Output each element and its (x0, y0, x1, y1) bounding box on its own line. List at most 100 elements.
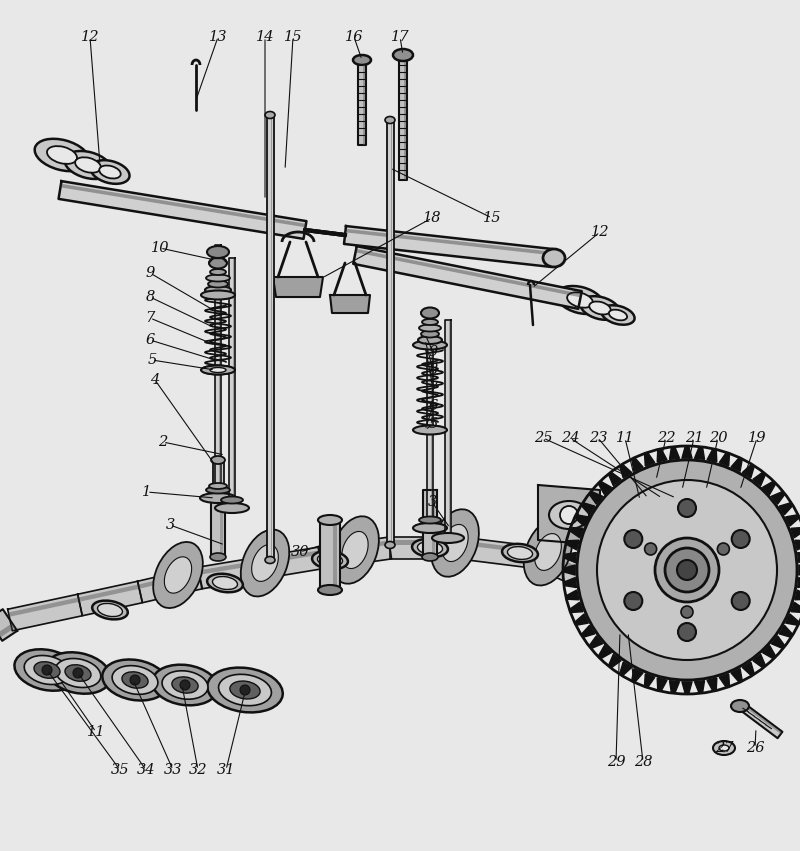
Ellipse shape (662, 490, 690, 506)
Ellipse shape (543, 249, 565, 267)
Polygon shape (707, 448, 717, 462)
Polygon shape (574, 614, 588, 625)
Text: 8: 8 (146, 290, 154, 304)
Polygon shape (779, 625, 793, 637)
Polygon shape (620, 464, 632, 478)
Ellipse shape (218, 674, 271, 705)
Polygon shape (78, 585, 139, 602)
Ellipse shape (418, 336, 442, 344)
Polygon shape (535, 548, 614, 600)
Polygon shape (344, 226, 553, 267)
Circle shape (240, 685, 250, 695)
Polygon shape (608, 654, 621, 668)
Polygon shape (602, 582, 668, 648)
Ellipse shape (385, 117, 395, 123)
Polygon shape (753, 472, 766, 486)
Text: 10: 10 (150, 241, 170, 255)
Polygon shape (798, 578, 800, 587)
Ellipse shape (421, 330, 439, 338)
Ellipse shape (606, 620, 634, 640)
Ellipse shape (419, 517, 441, 523)
Ellipse shape (206, 487, 230, 494)
Circle shape (560, 506, 578, 524)
Ellipse shape (385, 541, 395, 549)
Polygon shape (461, 540, 541, 555)
Ellipse shape (200, 493, 236, 503)
Ellipse shape (207, 246, 229, 258)
Polygon shape (8, 597, 79, 617)
Ellipse shape (201, 365, 235, 374)
Polygon shape (233, 258, 234, 510)
Polygon shape (799, 565, 800, 575)
Polygon shape (320, 520, 340, 590)
Polygon shape (719, 674, 730, 688)
Polygon shape (581, 503, 595, 515)
Polygon shape (657, 678, 667, 691)
Ellipse shape (34, 139, 90, 171)
Text: 30: 30 (290, 545, 310, 559)
Ellipse shape (590, 301, 610, 315)
Text: 24: 24 (561, 431, 579, 445)
Ellipse shape (413, 426, 447, 435)
Circle shape (732, 530, 750, 548)
Text: 1: 1 (142, 485, 152, 499)
Polygon shape (795, 540, 800, 550)
Text: 25: 25 (534, 431, 552, 445)
Polygon shape (355, 248, 582, 297)
Ellipse shape (731, 700, 749, 712)
Polygon shape (581, 625, 595, 637)
Polygon shape (258, 547, 322, 579)
Polygon shape (346, 229, 553, 255)
Ellipse shape (205, 286, 231, 294)
Polygon shape (771, 491, 785, 504)
Polygon shape (742, 464, 754, 478)
Ellipse shape (609, 310, 627, 320)
Polygon shape (215, 245, 221, 500)
Circle shape (577, 460, 797, 680)
Text: 35: 35 (110, 763, 130, 777)
Polygon shape (731, 669, 742, 683)
Text: 4: 4 (150, 373, 160, 387)
Polygon shape (258, 551, 319, 565)
Text: 34: 34 (137, 763, 155, 777)
Text: 5: 5 (428, 417, 438, 431)
Polygon shape (786, 515, 799, 526)
Ellipse shape (312, 551, 348, 569)
Polygon shape (542, 551, 614, 587)
Circle shape (624, 530, 642, 548)
Ellipse shape (47, 146, 77, 164)
Text: 16: 16 (345, 30, 363, 44)
Ellipse shape (152, 665, 218, 705)
Ellipse shape (318, 515, 342, 525)
Ellipse shape (241, 529, 290, 597)
Text: 11: 11 (616, 431, 634, 445)
Polygon shape (273, 277, 323, 297)
Ellipse shape (442, 524, 468, 562)
Ellipse shape (640, 494, 656, 502)
Text: 12: 12 (81, 30, 99, 44)
Text: 8: 8 (428, 363, 438, 377)
Ellipse shape (211, 456, 225, 464)
Polygon shape (229, 258, 235, 510)
Text: 27: 27 (714, 741, 734, 755)
Polygon shape (589, 636, 602, 648)
Text: 11: 11 (86, 725, 106, 739)
Polygon shape (61, 184, 306, 227)
Polygon shape (566, 590, 579, 600)
Polygon shape (0, 609, 18, 641)
Ellipse shape (649, 467, 663, 477)
Text: 9: 9 (428, 345, 438, 359)
Circle shape (180, 680, 190, 690)
Ellipse shape (206, 275, 230, 282)
Polygon shape (653, 472, 659, 498)
Circle shape (645, 543, 657, 555)
Text: 6: 6 (428, 399, 438, 413)
Ellipse shape (413, 340, 447, 350)
Ellipse shape (215, 503, 249, 513)
Text: 21: 21 (685, 431, 703, 445)
Circle shape (665, 548, 709, 592)
Ellipse shape (172, 677, 198, 693)
Ellipse shape (714, 495, 726, 501)
Polygon shape (615, 614, 660, 651)
Polygon shape (138, 568, 202, 603)
